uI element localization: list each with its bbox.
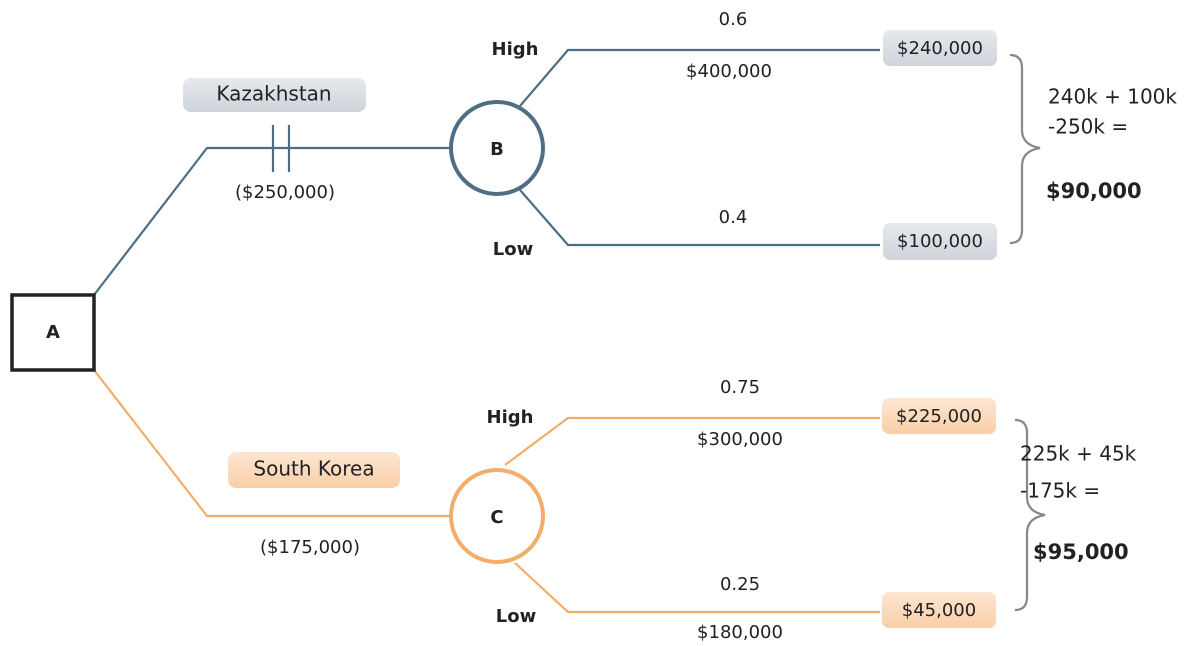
probability: 0.6 [719, 9, 748, 30]
value-box [883, 30, 997, 66]
probability: 0.4 [719, 207, 748, 228]
value-box [882, 398, 996, 434]
option-name: Kazakhstan [216, 82, 331, 106]
branch-line [93, 369, 450, 518]
expected: $225,000 [896, 406, 982, 427]
state: Low [496, 606, 536, 627]
result: $90,000 [1046, 179, 1142, 203]
calculation: 225k + 45k [1020, 442, 1137, 466]
label-box [228, 452, 400, 488]
branch-line [514, 562, 880, 614]
label-box [183, 78, 366, 112]
calculation: -175k = [1020, 479, 1100, 503]
node-label: B [490, 139, 504, 160]
cost: ($250,000) [235, 182, 335, 203]
result: $95,000 [1033, 540, 1129, 564]
calculation: -250k = [1048, 115, 1128, 139]
payoff: $180,000 [697, 622, 783, 643]
branches [93, 48, 1046, 614]
state: High [492, 39, 539, 60]
chance-node [449, 468, 545, 564]
branch-line [504, 416, 880, 466]
chance-node [449, 100, 545, 196]
node-label: A [46, 322, 60, 343]
expected: $45,000 [902, 600, 976, 621]
probability: 0.75 [720, 377, 760, 398]
brace [1014, 418, 1046, 612]
branch-line [93, 146, 450, 296]
expected: $240,000 [897, 38, 983, 59]
payoff: $300,000 [697, 429, 783, 450]
decision-node [10, 293, 96, 372]
branch-line [519, 48, 880, 107]
brace [1009, 53, 1041, 245]
value-box [882, 592, 996, 628]
value-box [883, 223, 997, 260]
node-label: C [490, 507, 503, 528]
payoff: $400,000 [686, 61, 772, 82]
state: Low [493, 239, 533, 260]
calculation: 240k + 100k [1048, 85, 1177, 109]
branch-line [519, 189, 880, 247]
option-name: South Korea [253, 457, 374, 481]
probability: 0.25 [720, 574, 760, 595]
cost: ($175,000) [260, 537, 360, 558]
expected: $100,000 [897, 231, 983, 252]
state: High [487, 407, 534, 428]
